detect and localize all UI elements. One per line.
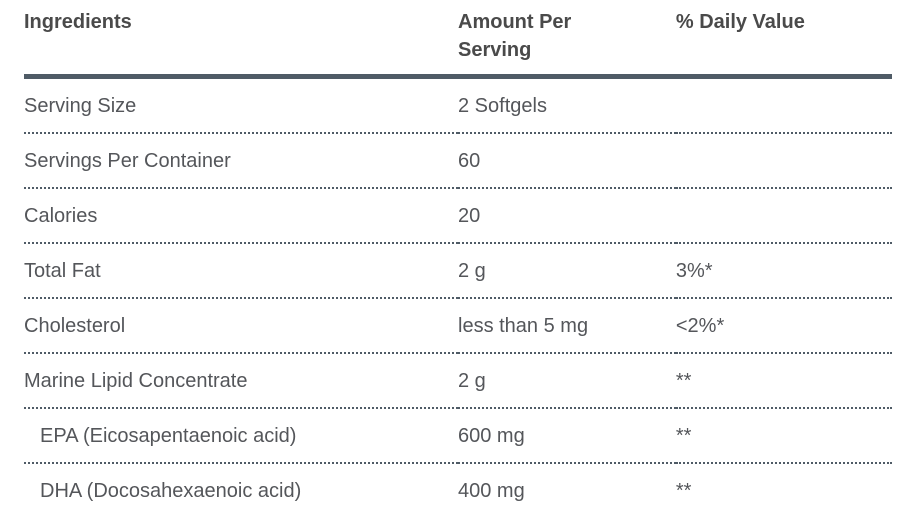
daily-value-cell: <2%* (675, 298, 892, 354)
daily-value-cell (675, 76, 892, 134)
table-row: Total Fat 2 g 3%* (24, 243, 892, 299)
column-header-ingredients-label: Ingredients (24, 11, 132, 33)
table-row: EPA (Eicosapentaenoic acid) 600 mg ** (24, 408, 892, 464)
amount-cell: 60 (458, 133, 676, 189)
ingredient-cell: EPA (Eicosapentaenoic acid) (24, 408, 458, 464)
ingredient-cell: Serving Size (24, 76, 458, 134)
amount-cell: 2 g (458, 353, 676, 409)
supplement-facts-table: Ingredients Amount Per Serving % Daily V… (24, 0, 892, 516)
ingredient-cell: Calories (24, 188, 458, 244)
amount-cell: 20 (458, 188, 676, 244)
ingredient-cell: Total Fat (24, 243, 458, 299)
header-row: Ingredients Amount Per Serving % Daily V… (24, 0, 892, 79)
amount-cell: 2 Softgels (458, 76, 676, 134)
daily-value-cell (675, 133, 892, 189)
table-row: Calories 20 (24, 188, 892, 244)
table-row: DHA (Docosahexaenoic acid) 400 mg ** (24, 463, 892, 516)
column-header-amount-per-serving: Amount Per Serving (458, 0, 676, 79)
daily-value-cell: ** (675, 408, 892, 464)
daily-value-cell: ** (675, 480, 692, 502)
ingredient-cell: Marine Lipid Concentrate (24, 353, 458, 409)
table-row: Servings Per Container 60 (24, 133, 892, 189)
amount-cell: 400 mg (458, 480, 525, 502)
ingredient-cell: DHA (Docosahexaenoic acid) (40, 480, 302, 502)
ingredient-cell: Cholesterol (24, 298, 458, 354)
table-row: Cholesterol less than 5 mg <2%* (24, 298, 892, 354)
daily-value-cell: ** (675, 353, 892, 409)
column-header-daily-value: % Daily Value (675, 0, 892, 79)
daily-value-cell (675, 188, 892, 244)
table-body: Serving Size 2 Softgels Servings Per Con… (24, 76, 892, 516)
amount-cell: 2 g (458, 243, 676, 299)
daily-value-cell: 3%* (675, 243, 892, 299)
column-header-amount-per-serving-label: Amount Per Serving (458, 11, 572, 61)
table-row: Serving Size 2 Softgels (24, 76, 892, 134)
table-row: Marine Lipid Concentrate 2 g ** (24, 353, 892, 409)
ingredient-cell: Servings Per Container (24, 133, 458, 189)
amount-cell: less than 5 mg (458, 298, 676, 354)
table-header: Ingredients Amount Per Serving % Daily V… (24, 0, 892, 79)
amount-cell: 600 mg (458, 408, 676, 464)
column-header-ingredients: Ingredients (24, 0, 458, 79)
column-header-daily-value-label: % Daily Value (675, 11, 805, 33)
